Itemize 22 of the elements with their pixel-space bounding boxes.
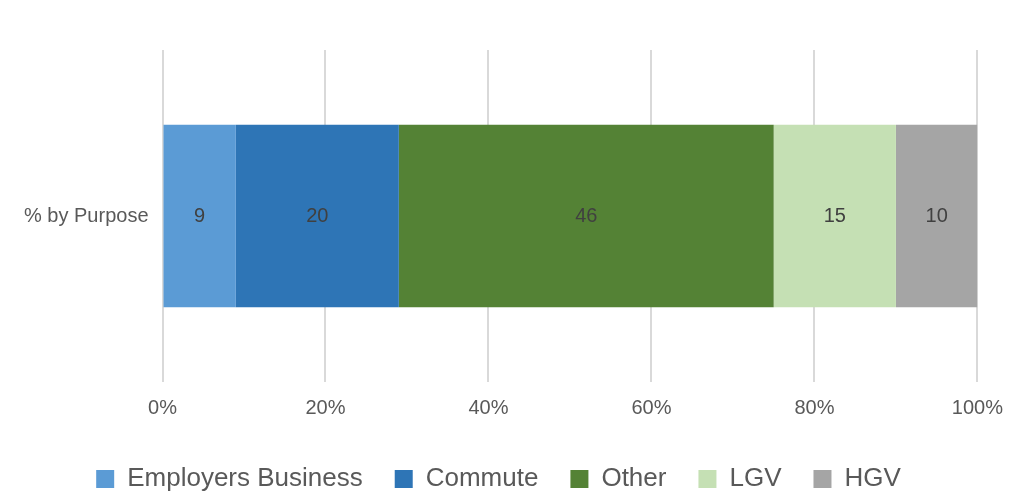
legend-label: Other xyxy=(601,462,667,493)
legend-label: LGV xyxy=(729,462,783,493)
data-label: 46 xyxy=(575,203,598,226)
x-tick-label: 100% xyxy=(951,395,1004,418)
x-tick-label: 60% xyxy=(631,395,672,418)
x-tick-label: 20% xyxy=(305,395,346,418)
x-tick-label: 0% xyxy=(148,395,178,418)
bar xyxy=(773,124,896,308)
x-tick-label: 80% xyxy=(794,395,835,418)
data-label: 9 xyxy=(194,203,206,226)
data-label: 20 xyxy=(306,203,329,226)
bar xyxy=(235,124,399,308)
bar xyxy=(398,124,774,308)
legend-label: Commute xyxy=(425,462,539,493)
x-tick-label: 40% xyxy=(468,395,509,418)
legend-label: HGV xyxy=(844,462,902,493)
data-label: 10 xyxy=(925,203,948,226)
bar xyxy=(895,124,978,308)
legend-label: Employers Business xyxy=(127,462,363,493)
y-tick-label: % by Purpose xyxy=(24,203,149,226)
data-label: 15 xyxy=(823,203,846,226)
bar xyxy=(163,124,236,308)
